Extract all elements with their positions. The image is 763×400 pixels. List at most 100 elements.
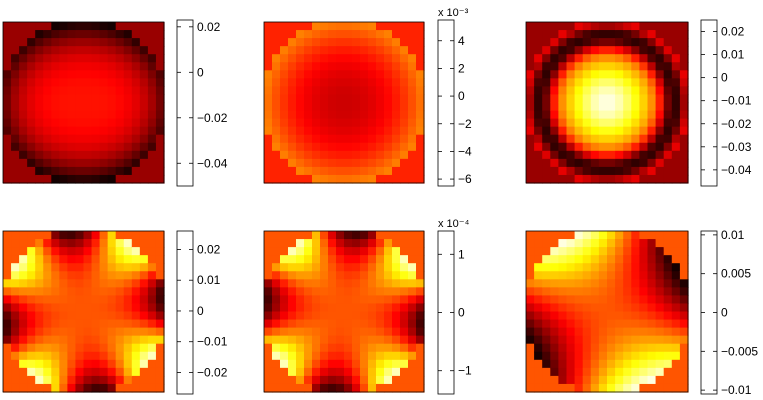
heatmap-cell [615,174,624,184]
heatmap-cell-outside [376,174,385,184]
heatmap-cell [344,255,353,264]
heatmap-cell-outside [264,46,273,55]
heatmap-cell [574,134,584,144]
heatmap-cell [352,62,361,71]
heatmap-cell [550,255,559,264]
heatmap-cell [91,279,101,288]
heatmap-cell [534,86,543,96]
heatmap-cell-outside [296,383,305,393]
heatmap-cell-outside [679,343,689,353]
heatmap-cell [408,118,417,128]
heatmap-cell-outside [542,247,551,256]
heatmap-cell [328,311,337,321]
colorbar-tick-label: −6 [458,172,472,186]
heatmap-cell [623,287,632,296]
heatmap-cell [131,150,141,160]
heatmap-cell [647,335,657,345]
heatmap-cell-outside [123,383,133,393]
heatmap-cell [320,94,329,104]
heatmap-cell [582,383,592,393]
heatmap-cell [320,38,329,47]
heatmap-cell [312,126,321,136]
heatmap-cell [51,367,60,377]
heatmap-cell [368,102,377,112]
heatmap-cell-outside [3,343,12,353]
heatmap-cell [623,375,632,385]
heatmap-cell [344,126,353,136]
heatmap-cell [360,102,369,112]
heatmap-cell [312,150,321,160]
heatmap-cell [280,150,289,160]
heatmap-cell [631,62,640,71]
heatmap-cell [59,255,68,264]
heatmap-cell [288,343,297,353]
heatmap-cell [615,239,624,248]
heatmap-cell [615,343,624,353]
heatmap-cell [51,359,60,369]
heatmap-cell [574,375,584,385]
heatmap-cell [99,142,109,152]
heatmap-cell [582,247,592,256]
heatmap-cell [542,351,551,361]
heatmap-cell [147,335,157,345]
heatmap-cell [312,327,321,337]
heatmap-cell-outside [655,383,665,393]
heatmap-cell [392,319,401,329]
heatmap-cell [312,134,321,144]
heatmap-cell [75,247,85,256]
heatmap-cell-outside [11,150,20,160]
heatmap-cell [107,102,117,112]
heatmap-cell [344,343,353,353]
heatmap-cell-outside [526,22,535,31]
heatmap-cell [574,94,584,104]
heatmap-cell [623,271,632,280]
heatmap-cell [534,263,543,272]
heatmap-cell [43,70,52,79]
heatmap-cell [115,110,125,120]
heatmap-cell [320,54,329,63]
heatmap-cell-outside [542,22,551,31]
heatmap-cell [408,303,417,313]
heatmap-cell [75,287,85,296]
heatmap-cell [19,279,28,288]
heatmap-cell [344,54,353,63]
heatmap-cell [639,303,649,313]
heatmap-cell-outside [550,30,559,39]
colorbar-tick-label: −0.03 [721,140,752,154]
heatmap-cell [615,78,624,87]
heatmap-cell [376,54,385,63]
heatmap-cell [368,231,377,240]
heatmap-cell [123,86,133,96]
heatmap-cell [360,166,369,176]
heatmap-cell [344,287,353,296]
heatmap-cell [99,118,109,128]
heatmap-cell [75,102,85,112]
heatmap-cell-outside [400,375,409,385]
heatmap-cell-outside [542,166,551,176]
heatmap-cell [35,351,44,361]
heatmap-cell [35,134,44,144]
heatmap-cell-outside [19,158,28,168]
heatmap-cell [43,78,52,87]
heatmap-cell [623,54,632,63]
heatmap-cell [590,319,600,329]
heatmap-cell [663,287,673,296]
heatmap-cell [19,327,28,337]
heatmap-cell-outside [19,367,28,377]
heatmap-cell [75,367,85,377]
heatmap-cell-outside [647,22,657,31]
heatmap-cell [623,86,632,96]
heatmap-cell [384,166,393,176]
heatmap-cell [35,78,44,87]
heatmap-cell [639,126,649,136]
heatmap-cell [304,367,313,377]
heatmap-cell-outside [3,22,12,31]
heatmap-cell [663,62,673,71]
heatmap-cell [115,239,125,248]
heatmap-cell [99,359,109,369]
heatmap-cell [59,70,68,79]
heatmap-cell [123,46,133,55]
heatmap-cell [43,38,52,47]
subplot-4: 0.020.010−0.01−0.02 [2,230,228,395]
heatmap-cell [115,78,125,87]
